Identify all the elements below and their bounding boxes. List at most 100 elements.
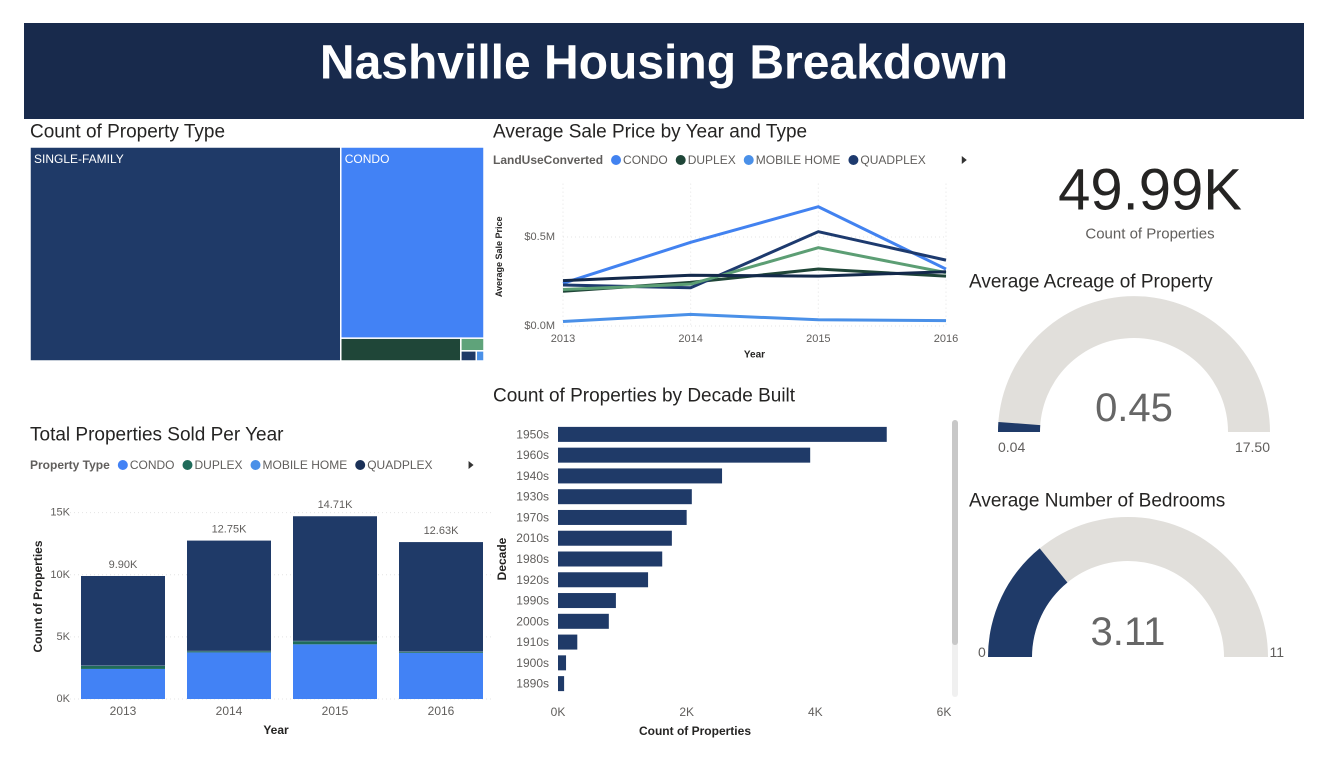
legend-label: MOBILE HOME (756, 153, 841, 167)
legend-label: QUADPLEX (367, 458, 432, 472)
gauge-fill (998, 421, 1041, 432)
x-tick-label: 4K (808, 705, 823, 719)
bar-segment (399, 651, 483, 653)
y-tick-label: 2000s (516, 614, 549, 628)
x-tick-label: 2016 (934, 333, 958, 345)
x-tick-label: 2K (679, 705, 694, 719)
y-tick-label: 1960s (516, 448, 549, 462)
bar-segment (293, 641, 377, 645)
x-tick-label: 2014 (216, 704, 243, 718)
x-tick-label: 2013 (110, 704, 137, 718)
gauge-track (998, 296, 1270, 432)
y-axis-label: Count of Properties (31, 540, 45, 652)
tile-label: CONDO (345, 152, 390, 166)
bar (558, 593, 616, 609)
y-tick-label: 1930s (516, 490, 549, 504)
legend-label: DUPLEX (688, 153, 736, 167)
x-tick-label: 2014 (678, 333, 702, 345)
bar-segment (293, 644, 377, 699)
y-tick-label: 0K (57, 693, 71, 705)
x-axis-label: Year (263, 723, 289, 737)
bar-segment (399, 542, 483, 652)
y-tick-label: 1980s (516, 552, 549, 566)
kpi-label: Count of Properties (1085, 226, 1214, 243)
legend-marker (355, 460, 366, 470)
x-tick-label: 0K (551, 705, 566, 719)
bar (558, 613, 609, 629)
dashboard-title: Nashville Housing Breakdown (320, 37, 1008, 90)
legend-label: CONDO (623, 153, 668, 167)
y-tick-label: $0.5M (524, 231, 555, 243)
gauge-value: 3.11 (1091, 610, 1166, 654)
legend-marker (117, 460, 128, 470)
series-line (562, 205, 947, 285)
bar (558, 447, 811, 463)
header-band (24, 23, 1304, 119)
bar-segment (81, 668, 165, 699)
gauge-limit: 0.04 (998, 439, 1025, 455)
x-axis-label: Year (744, 350, 765, 361)
chart-title: Average Sale Price by Year and Type (493, 122, 807, 143)
legend-label: DUPLEX (194, 458, 242, 472)
y-tick-label: 1890s (516, 677, 549, 691)
legend-label: MOBILE HOME (263, 458, 348, 472)
bar-segment (293, 516, 377, 641)
total-label: 9.90K (109, 559, 138, 571)
bar (558, 468, 723, 484)
legend-marker (611, 155, 622, 165)
total-label: 14.71K (318, 499, 354, 511)
gauge-limit: 0 (978, 644, 986, 660)
chart-title: Total Properties Sold Per Year (30, 425, 284, 446)
bar (558, 426, 887, 442)
scrollbar-thumb[interactable] (952, 420, 958, 645)
total-label: 12.75K (212, 524, 248, 536)
tile-label: SINGLE-FAMILY (34, 152, 124, 166)
legend-marker (250, 460, 261, 470)
legend-more[interactable] (468, 461, 474, 469)
bar-segment (187, 652, 271, 699)
y-axis-label: Average Sale Price (494, 216, 504, 297)
y-axis-label: Decade (495, 537, 509, 580)
y-tick-label: 1910s (516, 635, 549, 649)
bar-segment (81, 576, 165, 666)
x-axis-label: Count of Properties (639, 724, 751, 738)
total-label: 12.63K (424, 525, 460, 537)
legend-title: LandUseConverted (493, 153, 603, 167)
bar-segment (187, 651, 271, 653)
chart-title: Average Number of Bedrooms (969, 491, 1225, 512)
y-tick-label: 1950s (516, 427, 549, 441)
series-line (562, 246, 947, 292)
bar-segment (399, 652, 483, 699)
treemap-tile (29, 146, 342, 362)
y-tick-label: 1900s (516, 656, 549, 670)
treemap-tile (475, 350, 485, 362)
legend-title: Property Type (30, 458, 110, 472)
chart-title: Count of Property Type (30, 122, 225, 143)
bar (558, 634, 578, 650)
bar (558, 530, 672, 546)
x-tick-label: 2016 (428, 704, 455, 718)
x-tick-label: 2015 (806, 333, 830, 345)
chart-title: Average Acreage of Property (969, 272, 1213, 293)
x-tick-label: 6K (937, 705, 952, 719)
y-tick-label: 1990s (516, 594, 549, 608)
y-tick-label: 1970s (516, 510, 549, 524)
y-tick-label: 1920s (516, 573, 549, 587)
treemap-tile (460, 350, 478, 362)
kpi-value: 49.99K (1058, 158, 1242, 223)
y-tick-label: 2010s (516, 531, 549, 545)
gauge-limit: 17.50 (1235, 439, 1270, 455)
legend-marker (675, 155, 686, 165)
gauge-fill (988, 548, 1068, 657)
legend-more[interactable] (961, 156, 967, 164)
x-tick-label: 2015 (322, 704, 349, 718)
series-line (562, 270, 947, 283)
series-line (562, 312, 947, 324)
treemap-tile (340, 146, 485, 339)
legend-label: QUADPLEX (860, 153, 925, 167)
bar (558, 551, 663, 567)
y-tick-label: 5K (57, 631, 71, 643)
bar (558, 489, 692, 505)
